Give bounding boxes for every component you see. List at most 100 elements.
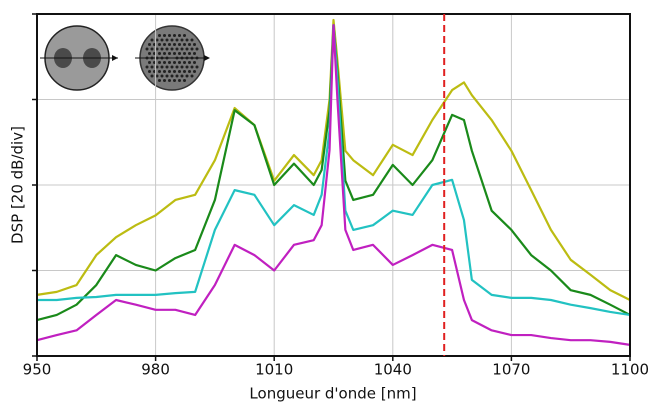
fiber-hole — [163, 61, 166, 64]
fiber-hole — [173, 43, 176, 46]
fiber-hole — [158, 70, 161, 73]
spectrum-line — [36, 24, 631, 346]
fiber-hole — [158, 34, 161, 37]
x-tick-label: 1040 — [374, 361, 412, 379]
fiber-hole — [180, 65, 184, 69]
fiber-hole — [158, 52, 161, 55]
fiber-hole — [185, 38, 189, 42]
fiber-hole — [163, 43, 166, 46]
fiber-hole — [183, 34, 186, 37]
fiber-hole — [163, 70, 166, 73]
fiber-hole — [165, 47, 169, 51]
fiber-hole — [170, 38, 174, 42]
fiber-hole — [178, 70, 181, 73]
fiber-hole — [175, 38, 179, 42]
x-tick-label: 1010 — [255, 361, 293, 379]
fiber-hole — [180, 38, 184, 42]
fiber-hole — [175, 74, 179, 78]
fiber-hole — [168, 52, 171, 55]
fiber-hole — [190, 65, 194, 69]
fiber-hole — [188, 52, 191, 55]
fiber-hole — [150, 38, 154, 42]
fiber-inset — [40, 25, 210, 91]
x-tick-label: 1070 — [492, 361, 530, 379]
spectrum-line — [37, 24, 631, 317]
fiber-hole — [150, 74, 154, 78]
fiber-hole — [183, 52, 186, 55]
fiber-hole — [178, 79, 181, 82]
fiber-hole — [155, 38, 159, 42]
fiber-hole — [173, 52, 176, 55]
x-tick-label: 1100 — [611, 361, 649, 379]
fiber-hole — [178, 34, 181, 37]
fiber-hole — [158, 43, 161, 46]
fiber-hole — [190, 74, 194, 78]
fiber-hole — [160, 47, 164, 51]
fiber-hole — [163, 79, 166, 82]
fiber-hole — [185, 65, 189, 69]
fiber-hole — [178, 43, 181, 46]
fiber-hole — [183, 43, 186, 46]
fiber-hole — [180, 74, 184, 78]
fiber-hole — [180, 47, 184, 51]
fiber-hole — [168, 43, 171, 46]
fiber-hole — [188, 43, 191, 46]
fiber-hole — [165, 74, 169, 78]
fiber-hole — [155, 74, 159, 78]
fiber-hole — [170, 74, 174, 78]
x-tick-label: 980 — [141, 361, 170, 379]
fiber-hole — [148, 52, 151, 55]
fiber-hole — [188, 70, 191, 73]
fiber-hole — [183, 70, 186, 73]
fiber-hole — [158, 79, 161, 82]
fiber-hole — [193, 70, 196, 73]
fiber-hole — [195, 47, 199, 51]
x-tick-label: 950 — [23, 361, 52, 379]
fiber-hole — [183, 79, 186, 82]
fiber-hole — [165, 65, 169, 69]
fiber-hole — [168, 34, 171, 37]
fiber-hole — [173, 61, 176, 64]
y-axis-label: DSP [20 dB/div] — [9, 126, 27, 244]
fiber-hole — [148, 61, 151, 64]
fiber-hole — [168, 70, 171, 73]
fiber-hole — [148, 43, 151, 46]
fiber-hole — [188, 61, 191, 64]
fiber-hole — [178, 52, 181, 55]
fiber-hole — [190, 38, 194, 42]
fiber-hole — [145, 65, 149, 69]
fiber-hole — [160, 74, 164, 78]
fiber-hole — [158, 61, 161, 64]
fiber-hole — [168, 61, 171, 64]
fiber-hole — [193, 43, 196, 46]
fiber-hole — [150, 47, 154, 51]
fiber-hole — [165, 38, 169, 42]
fiber-hole — [168, 79, 171, 82]
fiber-hole — [160, 38, 164, 42]
fiber-hole — [185, 47, 189, 51]
fiber-hole — [193, 61, 196, 64]
fiber-hole — [170, 47, 174, 51]
fiber-hole — [173, 70, 176, 73]
fiber-hole — [160, 65, 164, 69]
fiber-hole — [150, 65, 154, 69]
spectrum-line — [36, 18, 631, 301]
x-axis-label: Longueur d'onde [nm] — [249, 385, 416, 403]
fiber-hole — [178, 61, 181, 64]
fiber-hole — [195, 65, 199, 69]
fiber-hole — [183, 61, 186, 64]
fiber-hole — [145, 47, 149, 51]
fiber-hole — [163, 34, 166, 37]
fiber-hole — [175, 65, 179, 69]
fiber-hole — [173, 34, 176, 37]
fiber-hole — [175, 47, 179, 51]
spectrum-line — [36, 24, 631, 322]
fiber-hole — [163, 52, 166, 55]
fiber-hole — [185, 74, 189, 78]
fiber-hole — [170, 65, 174, 69]
fiber-hole — [155, 47, 159, 51]
fiber-hole — [155, 65, 159, 69]
fiber-hole — [190, 47, 194, 51]
fiber-hole — [193, 52, 196, 55]
